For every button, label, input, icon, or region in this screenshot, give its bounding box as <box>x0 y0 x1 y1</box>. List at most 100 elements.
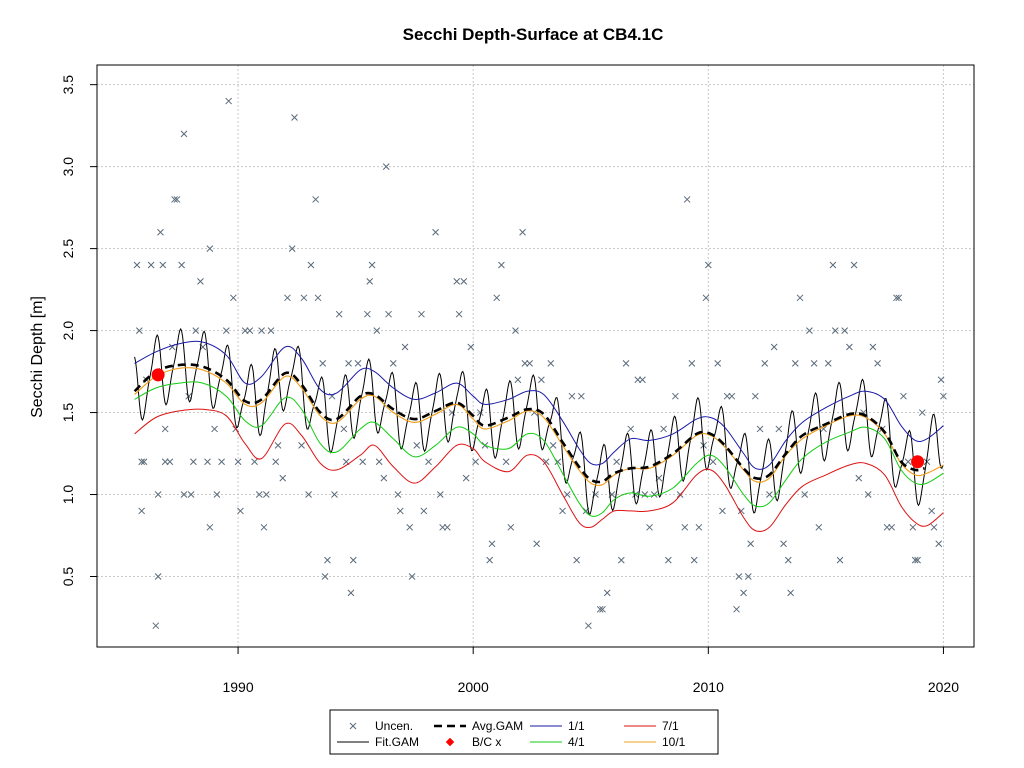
data-point <box>373 327 381 334</box>
legend-label: 10/1 <box>662 735 686 749</box>
data-point <box>704 261 712 269</box>
data-point <box>206 523 214 531</box>
data-point <box>267 327 275 334</box>
data-point <box>211 425 218 433</box>
data-point <box>846 343 853 351</box>
legend-label: 1/1 <box>568 719 585 733</box>
legend: Uncen. Avg.GAM 1/1 7/1 Fit.GAM B/C x 4/1 10/1 <box>329 709 719 755</box>
data-point <box>627 425 635 433</box>
data-point <box>255 491 263 498</box>
data-point <box>547 360 555 367</box>
data-point <box>744 573 752 580</box>
data-point <box>850 261 858 269</box>
data-point <box>747 540 754 548</box>
data-point <box>815 523 823 531</box>
data-point <box>488 540 496 548</box>
data-point <box>526 360 533 367</box>
data-point <box>173 196 181 203</box>
data-point <box>345 360 352 367</box>
data-point <box>222 327 230 334</box>
data-point <box>284 294 291 302</box>
data-point <box>737 507 745 515</box>
data-point <box>180 491 188 498</box>
data-point <box>498 261 505 269</box>
data-point <box>829 261 837 269</box>
data-point <box>928 507 936 515</box>
data-point <box>455 310 463 318</box>
data-point <box>347 589 355 597</box>
data-point <box>319 360 327 367</box>
data-point <box>514 376 522 384</box>
data-point <box>187 491 195 498</box>
data-point <box>533 540 541 548</box>
x-tick-label: 2020 <box>928 679 959 695</box>
y-axis-label: Secchi Depth [m] <box>29 296 46 418</box>
y-tick-label: 1.5 <box>60 403 76 423</box>
bc-point <box>151 368 165 382</box>
legend-label: Avg.GAM <box>472 719 523 733</box>
data-point <box>340 425 348 433</box>
data-point <box>719 507 726 515</box>
data-point <box>406 523 414 531</box>
y-tick-label: 2.5 <box>60 239 76 259</box>
data-point <box>563 491 571 498</box>
data-point <box>298 441 305 449</box>
data-point <box>366 278 374 285</box>
data-point <box>192 327 200 334</box>
data-point <box>810 360 818 367</box>
data-point <box>519 228 526 236</box>
data-point <box>138 458 146 466</box>
data-point <box>617 556 625 564</box>
data-point <box>923 458 931 466</box>
uncensored-points <box>133 97 947 630</box>
y-tick-label: 1.0 <box>60 485 76 505</box>
data-point <box>622 360 630 367</box>
data-point <box>262 491 270 498</box>
data-point <box>796 294 804 302</box>
data-point <box>467 343 475 351</box>
data-point <box>312 196 320 203</box>
series-4-1 <box>134 381 944 517</box>
data-point <box>935 540 943 548</box>
bc-point <box>911 455 925 469</box>
data-point <box>937 376 945 384</box>
data-point <box>702 294 710 302</box>
data-point <box>766 491 773 498</box>
data-point <box>425 458 432 466</box>
data-point <box>436 491 444 498</box>
data-point <box>251 458 258 466</box>
data-point <box>453 278 461 285</box>
data-point <box>864 491 872 498</box>
x-axis: 1990 2000 2010 2020 <box>222 647 959 695</box>
data-point <box>650 491 658 498</box>
data-point <box>408 573 416 580</box>
data-point <box>542 458 550 466</box>
data-point <box>161 425 169 433</box>
data-point <box>197 278 204 285</box>
data-point <box>806 327 813 334</box>
legend-marker-bc <box>445 737 455 747</box>
data-point <box>204 458 211 466</box>
data-point <box>260 523 268 531</box>
data-point <box>895 294 903 302</box>
data-point <box>190 458 197 466</box>
data-point <box>911 556 919 564</box>
x-tick-label: 1990 <box>222 679 253 695</box>
data-point <box>138 507 146 515</box>
y-tick-label: 0.5 <box>60 567 76 587</box>
data-point <box>331 491 338 498</box>
data-point <box>364 310 371 318</box>
y-tick-label: 3.5 <box>60 75 76 95</box>
data-point <box>178 261 185 269</box>
data-point <box>756 425 764 433</box>
data-point <box>874 360 881 367</box>
data-point <box>418 310 425 318</box>
data-point <box>780 540 787 548</box>
data-point <box>246 327 254 334</box>
data-point <box>272 458 280 466</box>
data-point <box>824 360 832 367</box>
data-point <box>914 556 921 564</box>
data-point <box>154 491 162 498</box>
data-point <box>577 392 585 400</box>
data-point <box>585 622 592 630</box>
